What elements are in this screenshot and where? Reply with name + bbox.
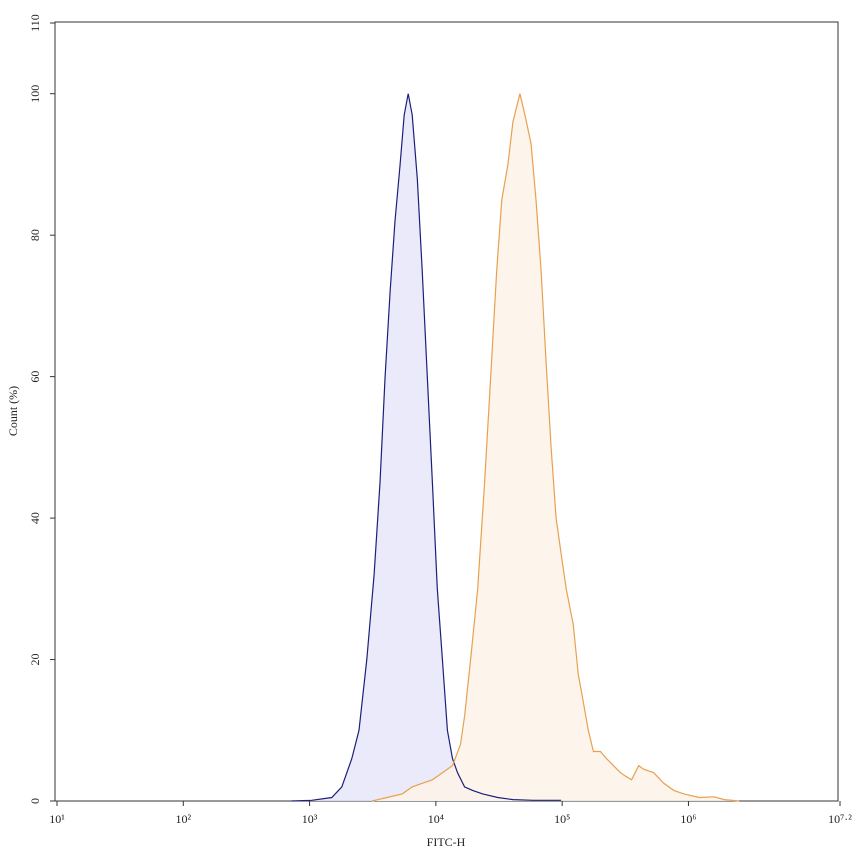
area-fill xyxy=(291,93,562,801)
x-tick-label: 10⁵ xyxy=(554,812,570,826)
y-tick-label: 20 xyxy=(28,654,42,666)
x-tick-label: 10⁶ xyxy=(680,812,696,826)
x-tick-label: 10⁷·² xyxy=(828,812,852,826)
x-tick-label: 10² xyxy=(175,812,191,826)
x-tick-label: 10⁴ xyxy=(428,812,444,826)
histogram-line xyxy=(291,93,562,802)
x-axis-label: FITC-H xyxy=(427,835,466,849)
y-tick-label: 40 xyxy=(28,512,42,524)
y-tick-label: 0 xyxy=(28,798,42,804)
x-tick-label: 10¹ xyxy=(49,812,65,826)
y-tick-label: 80 xyxy=(28,229,42,241)
histogram-line xyxy=(371,93,740,802)
area-fill xyxy=(372,93,740,801)
y-tick-label: 60 xyxy=(28,371,42,383)
y-tick-label: 100 xyxy=(28,85,42,103)
y-axis-label: Count (%) xyxy=(6,386,20,436)
x-tick-label: 10³ xyxy=(302,812,318,826)
plot-frame xyxy=(54,21,839,802)
y-tick-label: 110 xyxy=(28,14,42,32)
